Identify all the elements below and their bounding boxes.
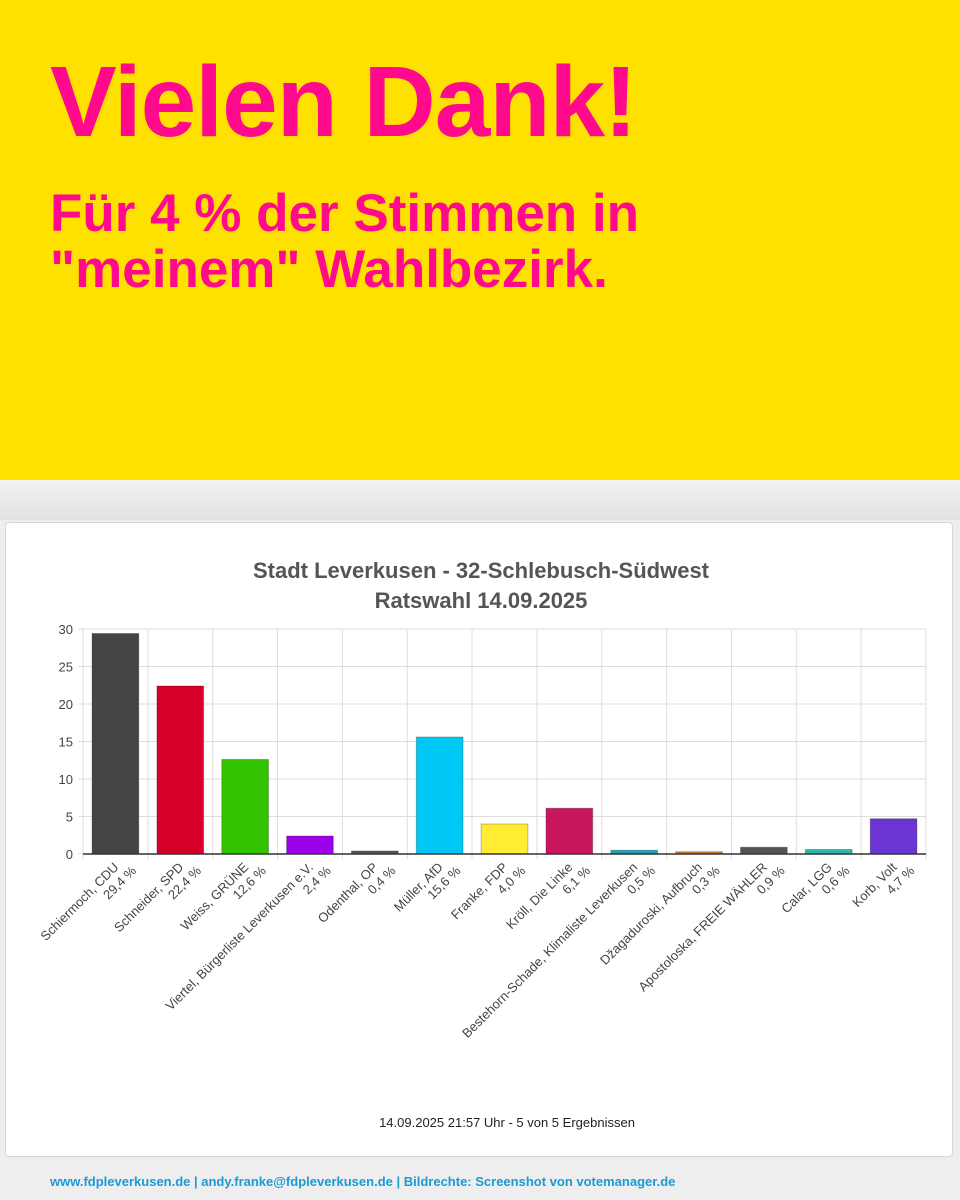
chart-title: Stadt Leverkusen - 32-Schlebusch-Südwest <box>253 558 710 583</box>
chart-panel: Stadt Leverkusen - 32-Schlebusch-Südwest… <box>5 522 953 1157</box>
y-tick-label: 15 <box>59 735 73 750</box>
y-tick-label: 10 <box>59 772 73 787</box>
subheadline: "meinem" Wahlbezirk. <box>50 240 608 299</box>
bar <box>480 823 529 855</box>
y-tick-label: 25 <box>59 660 73 675</box>
bar <box>869 818 918 855</box>
divider <box>0 480 960 520</box>
y-tick-label: 5 <box>66 810 73 825</box>
footer-credits: www.fdpleverkusen.de | andy.franke@fdple… <box>50 1174 676 1189</box>
bar <box>415 736 464 855</box>
x-tick-label: Calar, LGG0,6 % <box>778 852 853 927</box>
x-tick-label: Odenthal, OP0,4 % <box>315 852 399 936</box>
bar <box>545 807 594 855</box>
header-band: Vielen Dank! Für 4 % der Stimmen in "mei… <box>0 0 960 480</box>
chart-title: Ratswahl 14.09.2025 <box>375 588 588 613</box>
y-tick-label: 0 <box>66 847 73 862</box>
bar <box>156 685 205 855</box>
chart: Stadt Leverkusen - 32-Schlebusch-Südwest… <box>37 558 927 1130</box>
x-tick-label: Korb, Volt4,7 % <box>849 852 917 920</box>
x-tick-label: Schiermoch, CDU29,4 % <box>37 852 139 954</box>
bar <box>286 835 334 855</box>
y-tick-label: 30 <box>59 622 73 637</box>
y-tick-label: 20 <box>59 697 73 712</box>
bar <box>740 846 788 855</box>
bar <box>91 633 140 855</box>
headline: Vielen Dank! <box>50 46 637 158</box>
bar <box>221 759 269 855</box>
chart-footnote: 14.09.2025 21:57 Uhr - 5 von 5 Ergebniss… <box>379 1115 635 1130</box>
subheadline: Für 4 % der Stimmen in <box>50 184 640 243</box>
